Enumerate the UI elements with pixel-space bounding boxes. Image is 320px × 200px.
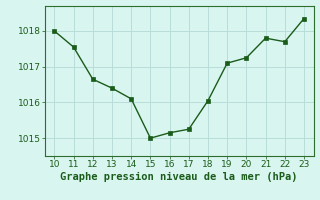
X-axis label: Graphe pression niveau de la mer (hPa): Graphe pression niveau de la mer (hPa) (60, 172, 298, 182)
